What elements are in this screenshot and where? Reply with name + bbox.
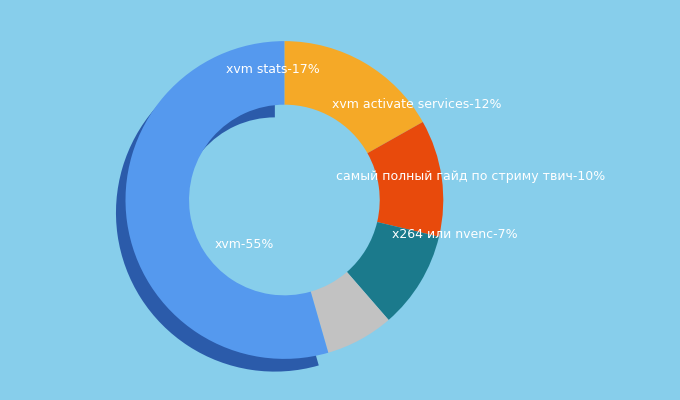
Text: x264 или nvenc-7%: x264 или nvenc-7% <box>392 228 517 242</box>
Text: xvm-55%: xvm-55% <box>215 238 274 251</box>
Wedge shape <box>358 135 434 250</box>
Wedge shape <box>367 122 443 237</box>
Wedge shape <box>275 54 413 166</box>
Text: самый полный гайд по стриму твич-10%: самый полный гайд по стриму твич-10% <box>336 170 605 183</box>
Wedge shape <box>126 41 328 359</box>
Wedge shape <box>301 285 379 366</box>
Wedge shape <box>284 41 423 153</box>
Wedge shape <box>337 235 430 333</box>
Wedge shape <box>116 54 319 372</box>
Text: xvm stats-17%: xvm stats-17% <box>226 63 320 76</box>
Wedge shape <box>347 222 439 320</box>
Text: xvm activate services-12%: xvm activate services-12% <box>332 98 501 111</box>
Wedge shape <box>311 272 388 353</box>
